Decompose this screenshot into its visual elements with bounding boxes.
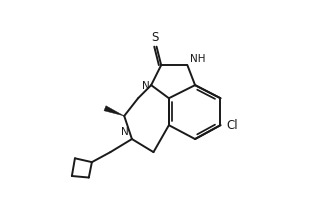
- Text: S: S: [151, 31, 159, 43]
- Polygon shape: [104, 106, 124, 116]
- Text: NH: NH: [190, 54, 205, 64]
- Text: N: N: [142, 81, 150, 91]
- Text: Cl: Cl: [227, 119, 238, 132]
- Text: N: N: [121, 127, 129, 137]
